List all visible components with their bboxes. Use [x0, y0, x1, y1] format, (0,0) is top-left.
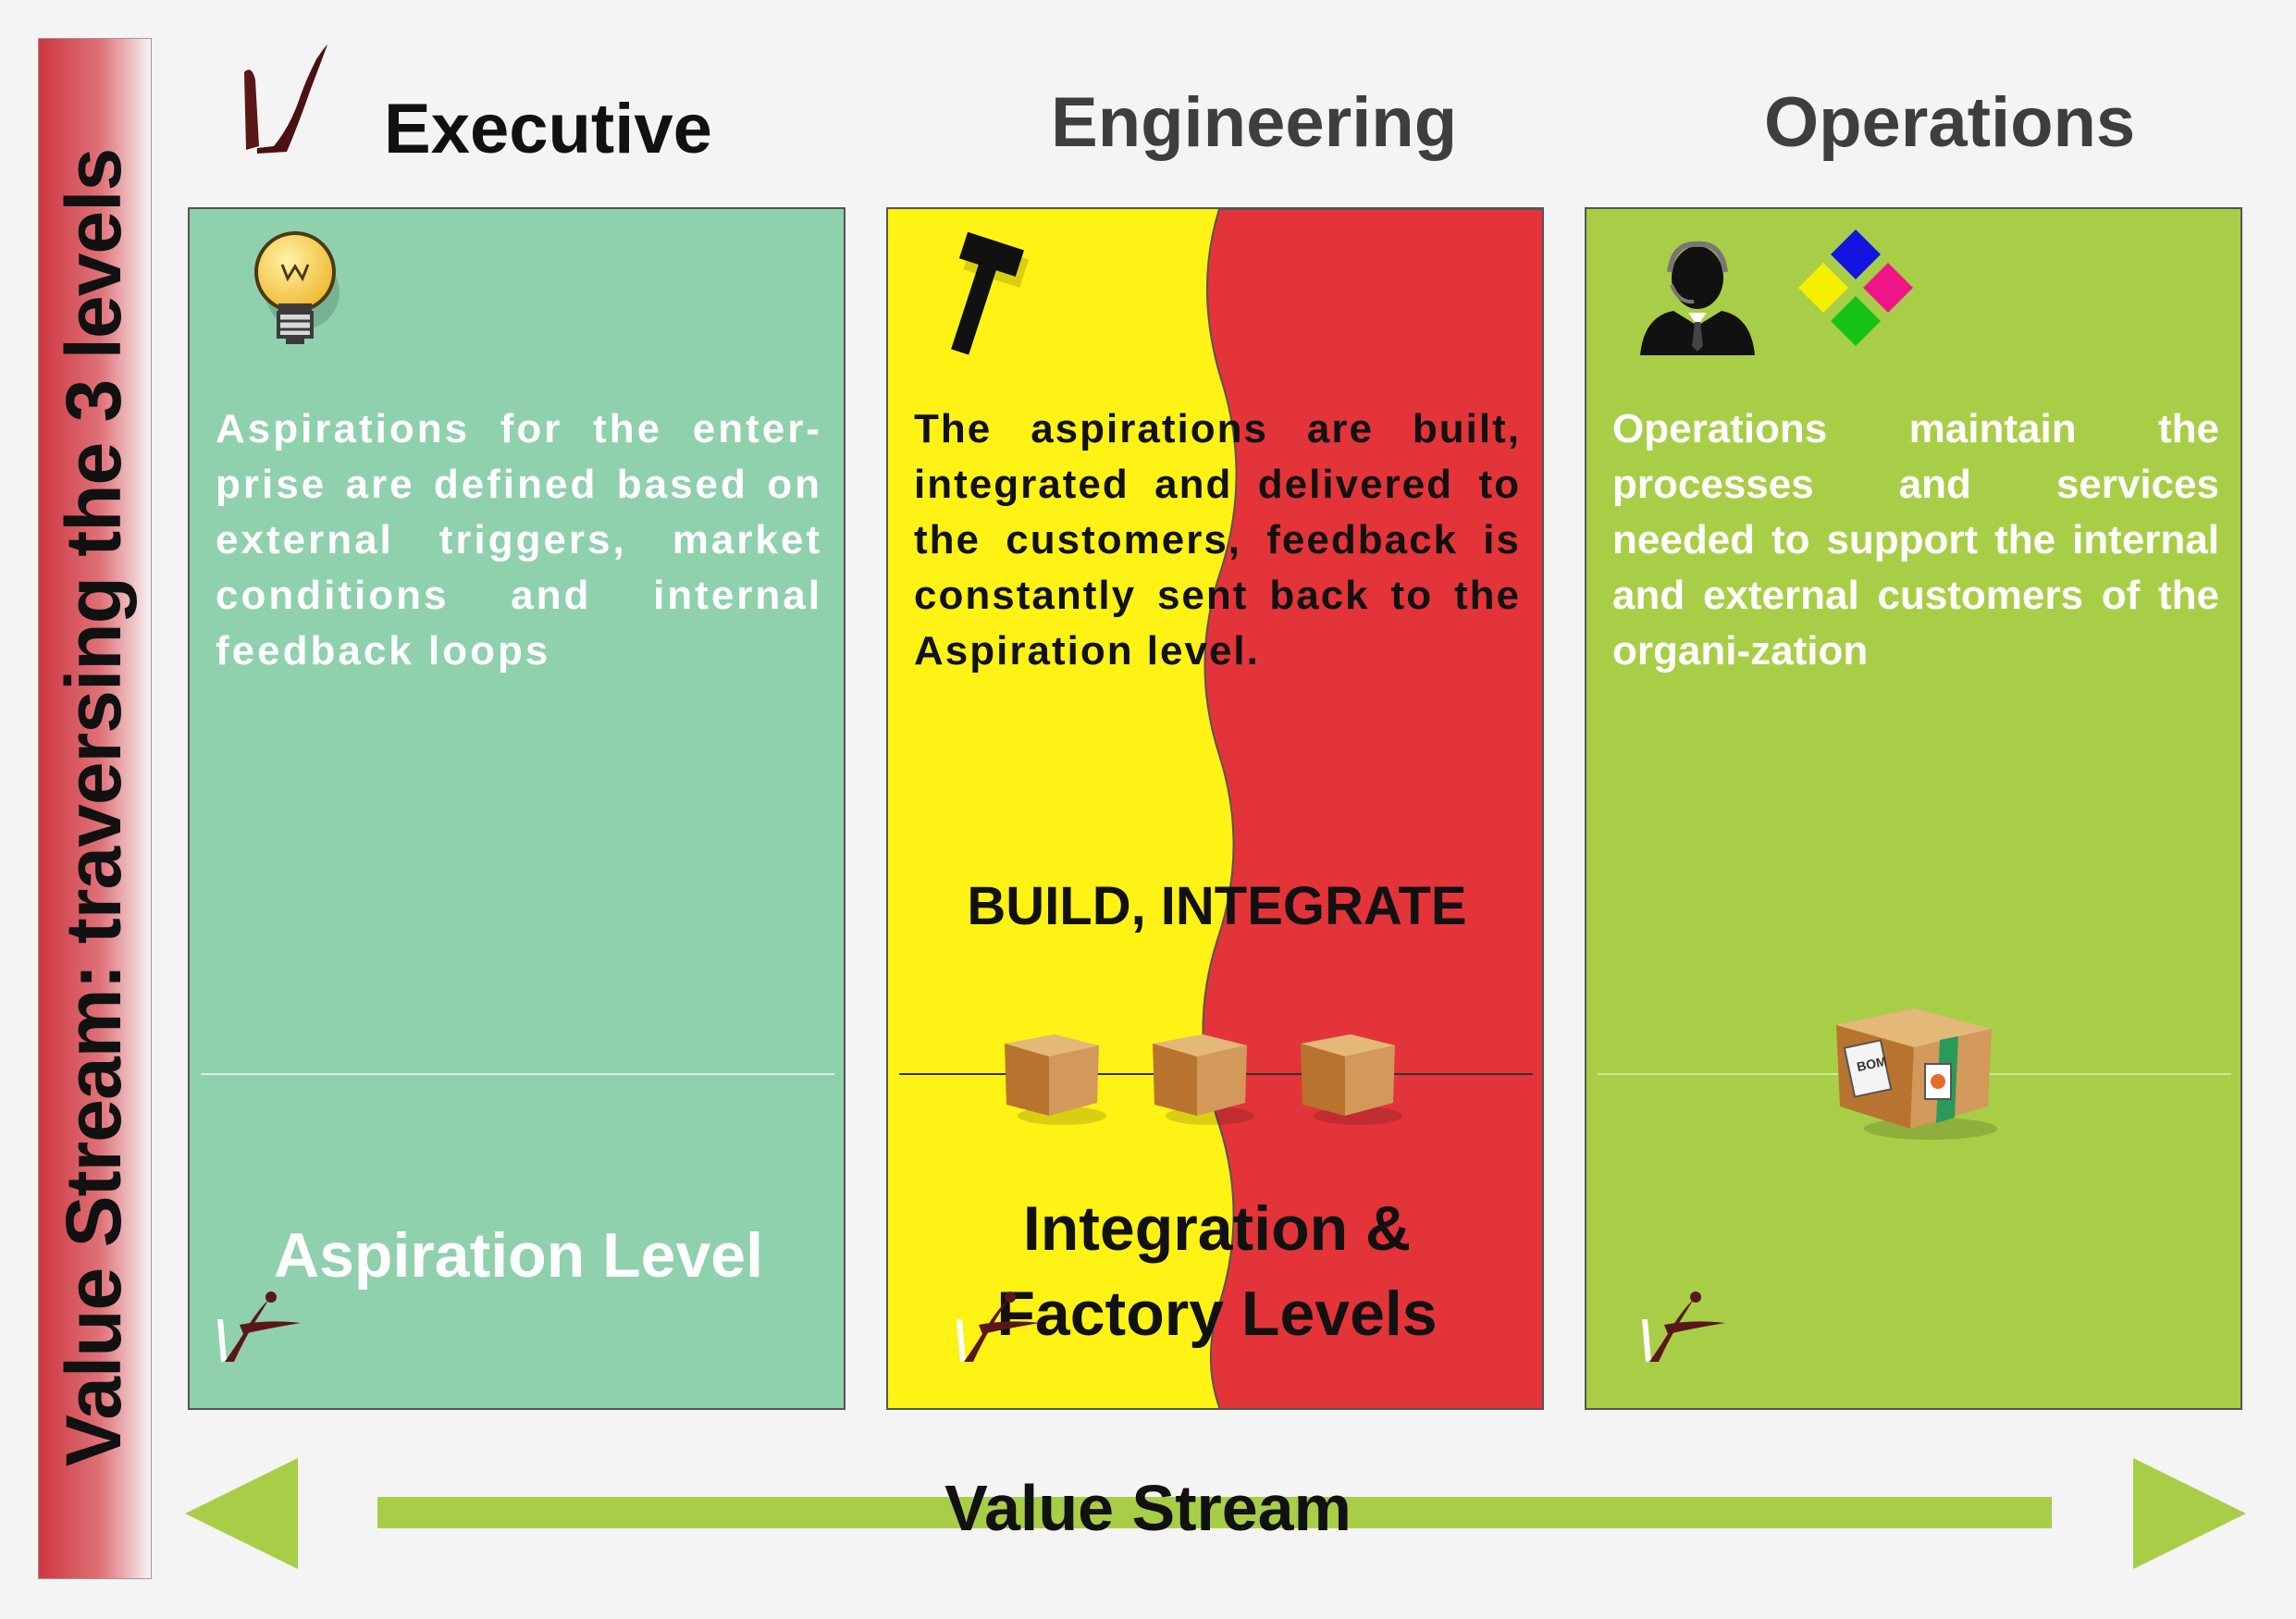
panel-engineering: The aspirations are built, integrated an… [886, 207, 1544, 1410]
executive-divider [201, 1073, 834, 1075]
box-icon [997, 1023, 1108, 1125]
engineering-description: The aspirations are built, integrated an… [914, 406, 1521, 674]
executive-level-label: Aspiration Level [273, 1220, 764, 1291]
value-stream-bar [377, 1497, 2052, 1528]
executive-panel-logo [212, 1282, 304, 1366]
panel-operations: Operations maintain the processes and se… [1585, 207, 2242, 1410]
header-executive: Executive [384, 90, 712, 168]
engineering-level-label: Integration & Factory Levels [996, 1193, 1438, 1349]
engineering-panel-logo [951, 1282, 1043, 1366]
operations-description: Operations maintain the processes and se… [1612, 406, 2219, 674]
side-title: Value Stream: traversing the 3 levels [50, 148, 137, 1467]
left-arrow-icon [185, 1458, 298, 1569]
executive-description: Aspirations for the enter-prise are defi… [216, 406, 822, 674]
engineering-red-wave [1202, 209, 1542, 1408]
hammer-icon [929, 229, 1031, 359]
lightbulb-icon [251, 228, 343, 366]
box-icon [1145, 1023, 1256, 1125]
company-logo [231, 37, 333, 157]
process-diamonds-icon [1786, 224, 1925, 363]
side-bar [38, 38, 152, 1579]
support-agent-icon [1636, 237, 1757, 357]
operations-panel-logo [1636, 1282, 1729, 1366]
value-stream-label: Value Stream [944, 1472, 1352, 1544]
bom-package-icon [1829, 1003, 2005, 1142]
right-arrow-icon [2133, 1458, 2246, 1569]
box-icon [1293, 1023, 1404, 1125]
engineering-action-label: BUILD, INTEGRATE [967, 876, 1467, 936]
header-engineering: Engineering [1051, 83, 1458, 162]
header-operations: Operations [1764, 83, 2136, 162]
panel-executive: Aspirations for the enter-prise are defi… [188, 207, 846, 1410]
